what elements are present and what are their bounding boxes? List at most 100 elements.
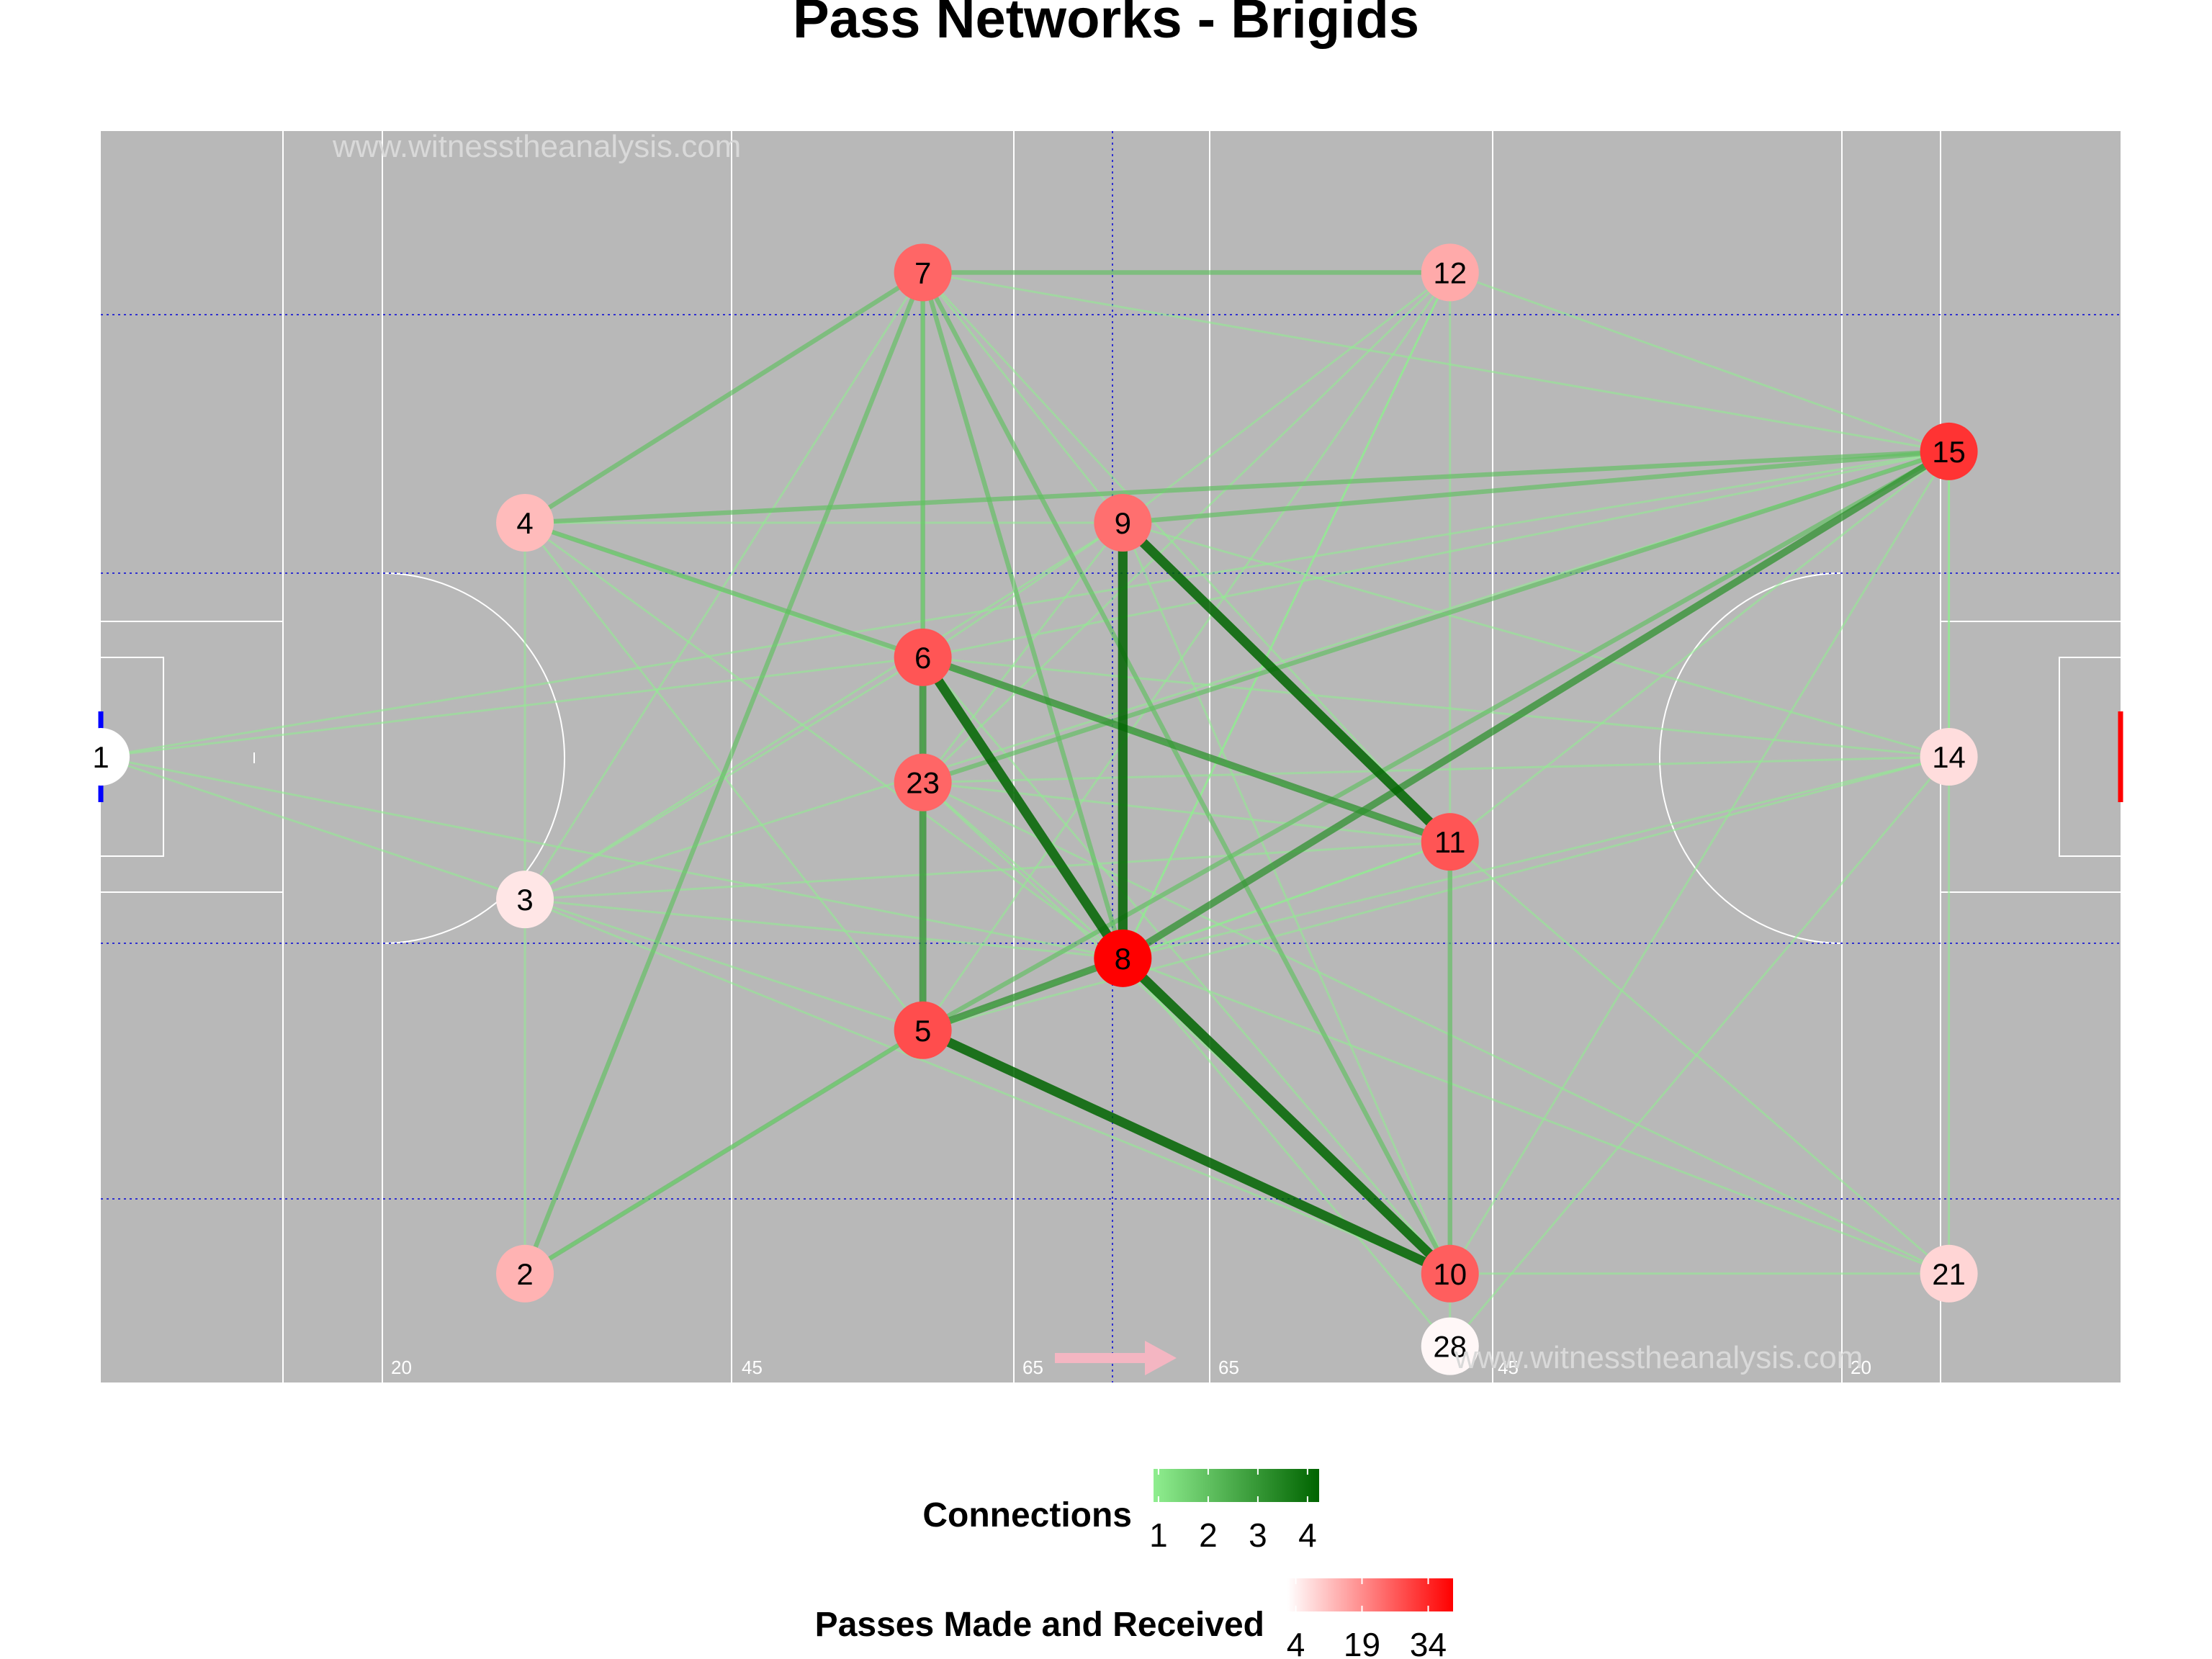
player-label-21: 21 (1932, 1257, 1966, 1291)
player-node-5 (894, 1001, 952, 1059)
distance-label: 65 (1022, 1357, 1043, 1378)
attack-direction-arrowhead (1145, 1341, 1177, 1375)
connection-3-9 (524, 521, 1124, 901)
player-label-8: 8 (1115, 942, 1131, 976)
player-node-6 (894, 628, 952, 686)
player-node-21 (1920, 1244, 1978, 1303)
connection-7-15 (922, 271, 1949, 453)
connection-7-10 (920, 271, 1452, 1275)
legend-connections-tick: 4 (1298, 1516, 1317, 1554)
connection-8-28 (1122, 957, 1451, 1347)
connection-12-15 (1449, 271, 1950, 453)
player-label-6: 6 (914, 641, 931, 675)
connection-10-15 (1449, 451, 1950, 1274)
player-label-5: 5 (914, 1014, 931, 1048)
connection-9-12 (1122, 271, 1451, 524)
player-node-7 (894, 243, 952, 302)
connection-1-15 (100, 450, 1949, 758)
player-node-4 (496, 493, 554, 552)
player-node-8 (1094, 929, 1152, 987)
connection-5-8 (921, 955, 1124, 1034)
player-node-1 (72, 728, 130, 786)
legend-connections-tick: 3 (1249, 1516, 1267, 1554)
player-label-2: 2 (516, 1257, 533, 1291)
connection-11-21 (1449, 841, 1950, 1274)
connection-8-12 (1121, 271, 1452, 959)
distance-label: 45 (1498, 1357, 1519, 1378)
connection-8-14 (1122, 755, 1949, 960)
distance-label: 65 (1218, 1357, 1239, 1378)
large-box-left (101, 621, 284, 893)
connection-8-15 (1120, 448, 1951, 961)
connection-5-14 (922, 755, 1949, 1032)
connection-1-8 (100, 755, 1123, 960)
legend-passes-tick: 4 (1287, 1626, 1305, 1659)
arc-left (382, 572, 565, 944)
player-label-10: 10 (1433, 1257, 1467, 1291)
player-node-12 (1421, 243, 1479, 302)
connection-12-5 (922, 271, 1451, 1031)
connection-11-15 (1449, 450, 1950, 843)
distance-label: 20 (1851, 1357, 1871, 1378)
connection-4-8 (524, 521, 1124, 960)
connection-9-14 (1122, 521, 1949, 758)
small-box-right (2059, 657, 2121, 857)
connection-28-14 (1449, 756, 1950, 1347)
player-node-11 (1421, 813, 1479, 871)
player-label-7: 7 (914, 256, 931, 289)
player-node-23 (894, 753, 952, 811)
connection-3-10 (524, 898, 1451, 1275)
player-label-23: 23 (906, 766, 940, 800)
connection-7-3 (523, 271, 924, 900)
small-box-left (101, 657, 164, 857)
player-label-4: 4 (516, 506, 533, 540)
legend-connections-tick: 1 (1149, 1516, 1168, 1554)
pitch: 20 45 65 65 45 20 (98, 131, 2123, 1382)
player-label-12: 12 (1433, 256, 1467, 289)
connection-6-14 (922, 656, 1949, 758)
player-node-9 (1094, 493, 1152, 552)
connection-1-6 (100, 656, 923, 758)
watermark-bottom: www.witnesstheanalysis.com (1454, 1340, 1863, 1375)
connection-7-4 (523, 270, 925, 525)
connection-3-8 (524, 898, 1123, 960)
legend-passes-title: Passes Made and Received (815, 1606, 1264, 1644)
distance-label: 45 (742, 1357, 763, 1378)
connection-6-15 (922, 450, 1949, 659)
connection-6-10 (922, 656, 1451, 1274)
connection-9-23 (922, 522, 1124, 783)
player-node-10 (1421, 1244, 1479, 1303)
player-label-1: 1 (92, 740, 109, 774)
connection-9-15 (1123, 449, 1949, 526)
connection-12-23 (922, 271, 1451, 783)
player-label-14: 14 (1932, 740, 1966, 774)
legend-connections-tick: 2 (1199, 1516, 1218, 1554)
player-node-28 (1421, 1317, 1479, 1375)
connection-6-8 (919, 655, 1127, 961)
connection-7-11 (922, 271, 1451, 843)
connection-8-10 (1119, 955, 1454, 1277)
connection-9-11 (1119, 519, 1454, 845)
player-node-3 (496, 871, 554, 929)
legend-passes-tick: 34 (1410, 1626, 1447, 1659)
player-label-15: 15 (1932, 435, 1966, 469)
connection-5-15 (922, 449, 1951, 1033)
connection-4-6 (524, 520, 924, 660)
pitch-surface (101, 131, 2121, 1382)
player-node-2 (496, 1244, 554, 1303)
chart-title: Pass Networks - Brigids (793, 0, 1419, 50)
player-node-14 (1920, 728, 1978, 786)
player-label-11: 11 (1434, 825, 1466, 859)
player-node-15 (1920, 422, 1978, 480)
legend-passes-bar (1287, 1578, 1453, 1611)
connection-8-11 (1122, 840, 1451, 960)
pitch-annotations: www.witnesstheanalysis.com www.witnessth… (332, 129, 1863, 1375)
connection-5-10 (920, 1025, 1452, 1278)
connection-21-8 (1122, 957, 1950, 1275)
legend-connections-title: Connections (922, 1496, 1132, 1534)
player-label-28: 28 (1433, 1330, 1467, 1364)
connection-7-2 (523, 271, 925, 1274)
connection-2-5 (523, 1028, 925, 1276)
